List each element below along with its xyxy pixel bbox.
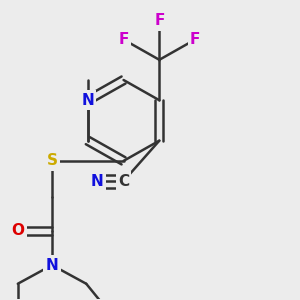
Text: S: S <box>46 153 58 168</box>
Text: O: O <box>11 224 24 238</box>
Text: C: C <box>118 174 129 189</box>
Text: F: F <box>118 32 129 47</box>
Text: N: N <box>91 174 103 189</box>
Text: N: N <box>46 258 59 273</box>
Text: N: N <box>81 93 94 108</box>
Text: F: F <box>190 32 200 47</box>
Text: F: F <box>154 14 164 28</box>
